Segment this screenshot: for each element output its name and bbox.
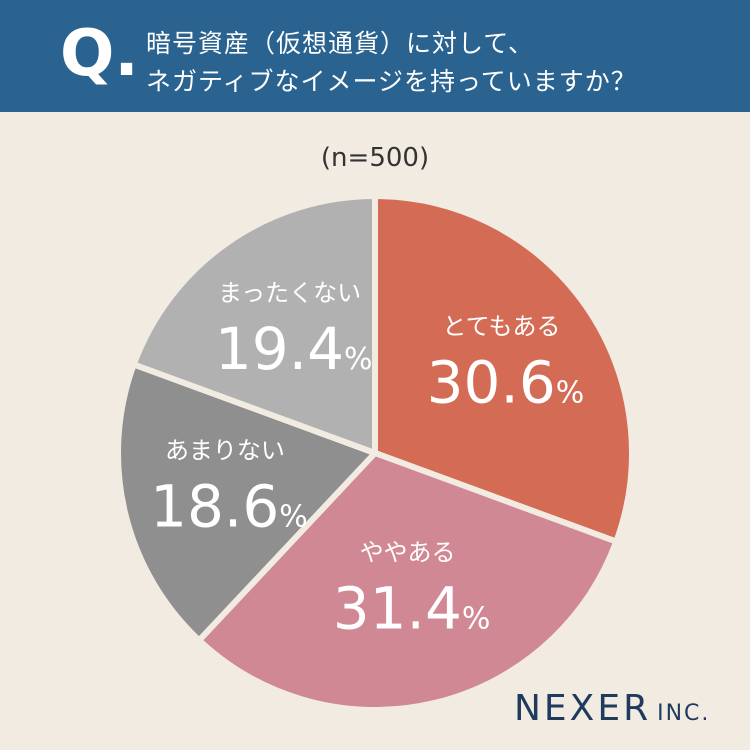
sample-size: (n=500) [320, 143, 430, 173]
brand-logo: NEXER INC. [514, 688, 710, 729]
slice-unit-4: % [344, 342, 373, 377]
slice-value-4: 19.4% [215, 315, 373, 383]
brand-suffix: INC. [657, 701, 711, 726]
pie-slice-4 [130, 193, 378, 456]
question-line-1: 暗号資産（仮想通貨）に対して、 [146, 29, 535, 58]
slice-unit-1: % [556, 376, 585, 411]
pie-slice-1 [372, 193, 635, 545]
question-line-2: ネガティブなイメージを持っていますか？ [146, 67, 637, 96]
q-mark: Q. [60, 17, 139, 91]
slice-unit-3: % [279, 500, 308, 535]
slice-label-4: まったくない [218, 279, 361, 307]
slice-label-3: あまりない [165, 437, 285, 465]
brand-name: NEXER [514, 688, 652, 729]
slice-label-1: とてもある [442, 313, 560, 341]
slice-label-2: ややある [360, 539, 456, 567]
pie-slice-3 [115, 361, 378, 644]
question-header: Q. 暗号資産（仮想通貨）に対して、 ネガティブなイメージを持っていますか？ [0, 0, 750, 112]
slice-unit-2: % [462, 602, 491, 637]
slice-value-2: 31.4% [333, 575, 491, 643]
pie-slice-2 [196, 450, 620, 713]
